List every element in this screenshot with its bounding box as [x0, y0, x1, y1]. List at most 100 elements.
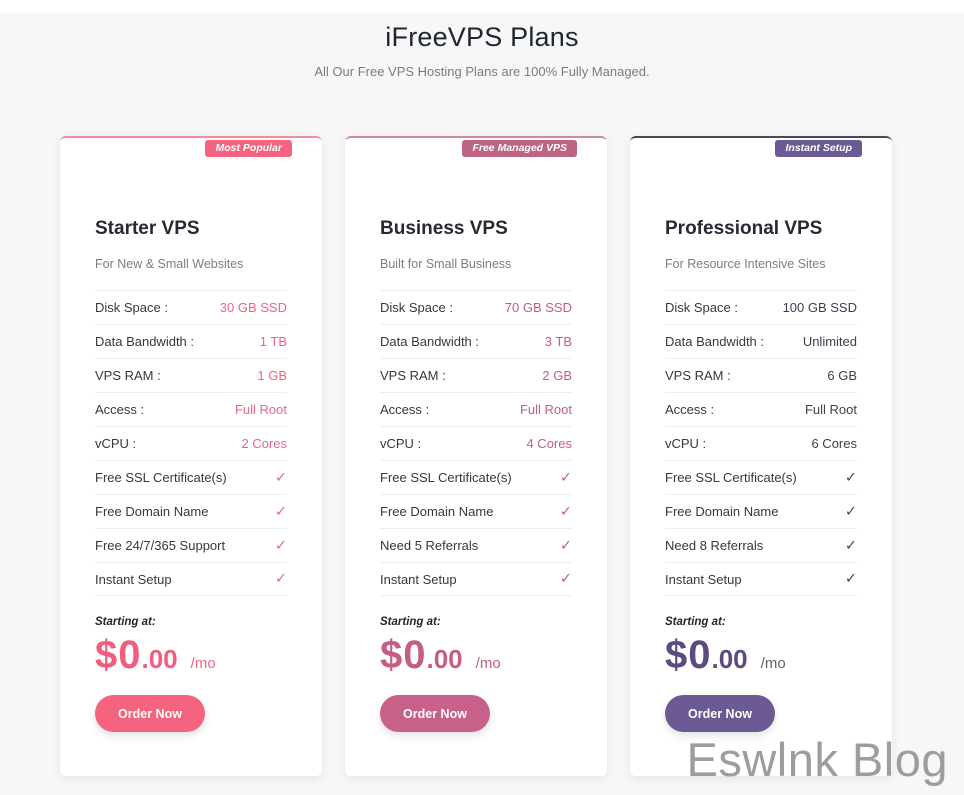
spec-value: ✓ — [274, 503, 287, 520]
spec-label: vCPU : — [665, 436, 707, 451]
spec-value: 1 GB — [257, 368, 287, 383]
spec-row: Data Bandwidth : Unlimited — [665, 324, 857, 358]
page-header: iFreeVPS Plans All Our Free VPS Hosting … — [0, 13, 964, 79]
spec-value: ✓ — [844, 503, 857, 520]
spec-row: Access : Full Root — [95, 392, 287, 426]
price-dollars: 0 — [403, 633, 427, 677]
spec-row: Free Domain Name ✓ — [380, 494, 572, 528]
specs-table: Disk Space : 100 GB SSD Data Bandwidth :… — [665, 290, 857, 596]
spec-value: ✓ — [559, 571, 572, 587]
spec-value: ✓ — [559, 469, 572, 486]
top-strip — [0, 0, 964, 13]
spec-label: Access : — [380, 402, 430, 417]
plans-grid: Most Popular Starter VPS For New & Small… — [60, 136, 892, 776]
spec-value: ✓ — [559, 537, 572, 554]
spec-label: vCPU : — [380, 436, 422, 451]
spec-row: Instant Setup ✓ — [380, 562, 572, 596]
spec-value: 2 GB — [542, 368, 572, 383]
spec-row: Disk Space : 100 GB SSD — [665, 290, 857, 324]
starting-at-label: Starting at: — [95, 616, 156, 628]
spec-label: Free SSL Certificate(s) — [665, 470, 797, 485]
spec-value: 4 Cores — [526, 436, 572, 451]
plan-tagline: Built for Small Business — [380, 257, 512, 271]
price: $0.00/mo — [665, 633, 857, 678]
spec-row: Free Domain Name ✓ — [665, 494, 857, 528]
spec-value: 6 Cores — [811, 436, 857, 451]
spec-row: vCPU : 4 Cores — [380, 426, 572, 460]
price-cents: .00 — [141, 644, 178, 674]
spec-label: Need 8 Referrals — [665, 538, 764, 553]
spec-value: 100 GB SSD — [782, 300, 857, 315]
order-now-button[interactable]: Order Now — [95, 695, 205, 732]
spec-value: ✓ — [844, 537, 857, 554]
page-subtitle: All Our Free VPS Hosting Plans are 100% … — [314, 64, 650, 79]
spec-value: 6 GB — [827, 368, 857, 383]
plan-name: Business VPS — [380, 218, 508, 239]
price-dollars: 0 — [688, 633, 712, 677]
price-amount: $0 — [95, 633, 142, 678]
spec-row: vCPU : 6 Cores — [665, 426, 857, 460]
spec-row: Disk Space : 70 GB SSD — [380, 290, 572, 324]
spec-row: Data Bandwidth : 1 TB — [95, 324, 287, 358]
spec-value: ✓ — [844, 571, 857, 587]
price-amount: $0 — [380, 633, 427, 678]
order-now-button[interactable]: Order Now — [380, 695, 490, 732]
plan-name: Professional VPS — [665, 218, 823, 239]
order-now-button[interactable]: Order Now — [665, 695, 775, 732]
plan-badge: Instant Setup — [775, 140, 862, 157]
spec-row: Free SSL Certificate(s) ✓ — [665, 460, 857, 494]
spec-value: ✓ — [274, 571, 287, 587]
spec-row: VPS RAM : 6 GB — [665, 358, 857, 392]
price-amount: $0 — [665, 633, 712, 678]
plan-card: Free Managed VPS Business VPS Built for … — [345, 136, 607, 776]
spec-label: Free Domain Name — [380, 504, 494, 519]
spec-label: Access : — [95, 402, 145, 417]
spec-label: vCPU : — [95, 436, 137, 451]
spec-label: Free Domain Name — [95, 504, 209, 519]
spec-value: 3 TB — [544, 334, 572, 349]
spec-row: Access : Full Root — [380, 392, 572, 426]
price: $0.00/mo — [95, 633, 287, 678]
spec-label: Data Bandwidth : — [665, 334, 765, 349]
spec-row: Need 5 Referrals ✓ — [380, 528, 572, 562]
spec-label: Free SSL Certificate(s) — [380, 470, 512, 485]
price-dollars: 0 — [118, 633, 142, 677]
spec-row: VPS RAM : 2 GB — [380, 358, 572, 392]
price-period: /mo — [190, 655, 216, 672]
spec-row: Free SSL Certificate(s) ✓ — [380, 460, 572, 494]
spec-row: Free Domain Name ✓ — [95, 494, 287, 528]
spec-row: Instant Setup ✓ — [95, 562, 287, 596]
plan-badge: Free Managed VPS — [462, 140, 577, 157]
spec-label: VPS RAM : — [95, 368, 161, 383]
specs-table: Disk Space : 30 GB SSD Data Bandwidth : … — [95, 290, 287, 596]
spec-value: Unlimited — [802, 334, 857, 349]
spec-label: Need 5 Referrals — [380, 538, 479, 553]
spec-label: Disk Space : — [95, 300, 168, 315]
spec-value: 30 GB SSD — [219, 300, 287, 315]
spec-value: ✓ — [559, 503, 572, 520]
starting-at-label: Starting at: — [380, 616, 441, 628]
spec-row: VPS RAM : 1 GB — [95, 358, 287, 392]
currency-symbol: $ — [665, 633, 689, 677]
plan-card: Most Popular Starter VPS For New & Small… — [60, 136, 322, 776]
spec-value: 1 TB — [259, 334, 287, 349]
spec-row: Instant Setup ✓ — [665, 562, 857, 596]
spec-label: Instant Setup — [95, 571, 172, 587]
spec-value: Full Root — [234, 402, 287, 417]
price: $0.00/mo — [380, 633, 572, 678]
currency-symbol: $ — [95, 633, 119, 677]
spec-value: Full Root — [804, 402, 857, 417]
price-period: /mo — [760, 655, 786, 672]
spec-label: Free Domain Name — [665, 504, 779, 519]
spec-row: vCPU : 2 Cores — [95, 426, 287, 460]
spec-row: Need 8 Referrals ✓ — [665, 528, 857, 562]
spec-label: Instant Setup — [665, 571, 742, 587]
price-cents: .00 — [426, 644, 463, 674]
spec-label: Data Bandwidth : — [380, 334, 480, 349]
spec-row: Data Bandwidth : 3 TB — [380, 324, 572, 358]
plan-tagline: For New & Small Websites — [95, 257, 244, 271]
spec-label: VPS RAM : — [380, 368, 446, 383]
spec-label: Data Bandwidth : — [95, 334, 195, 349]
spec-row: Free 24/7/365 Support ✓ — [95, 528, 287, 562]
